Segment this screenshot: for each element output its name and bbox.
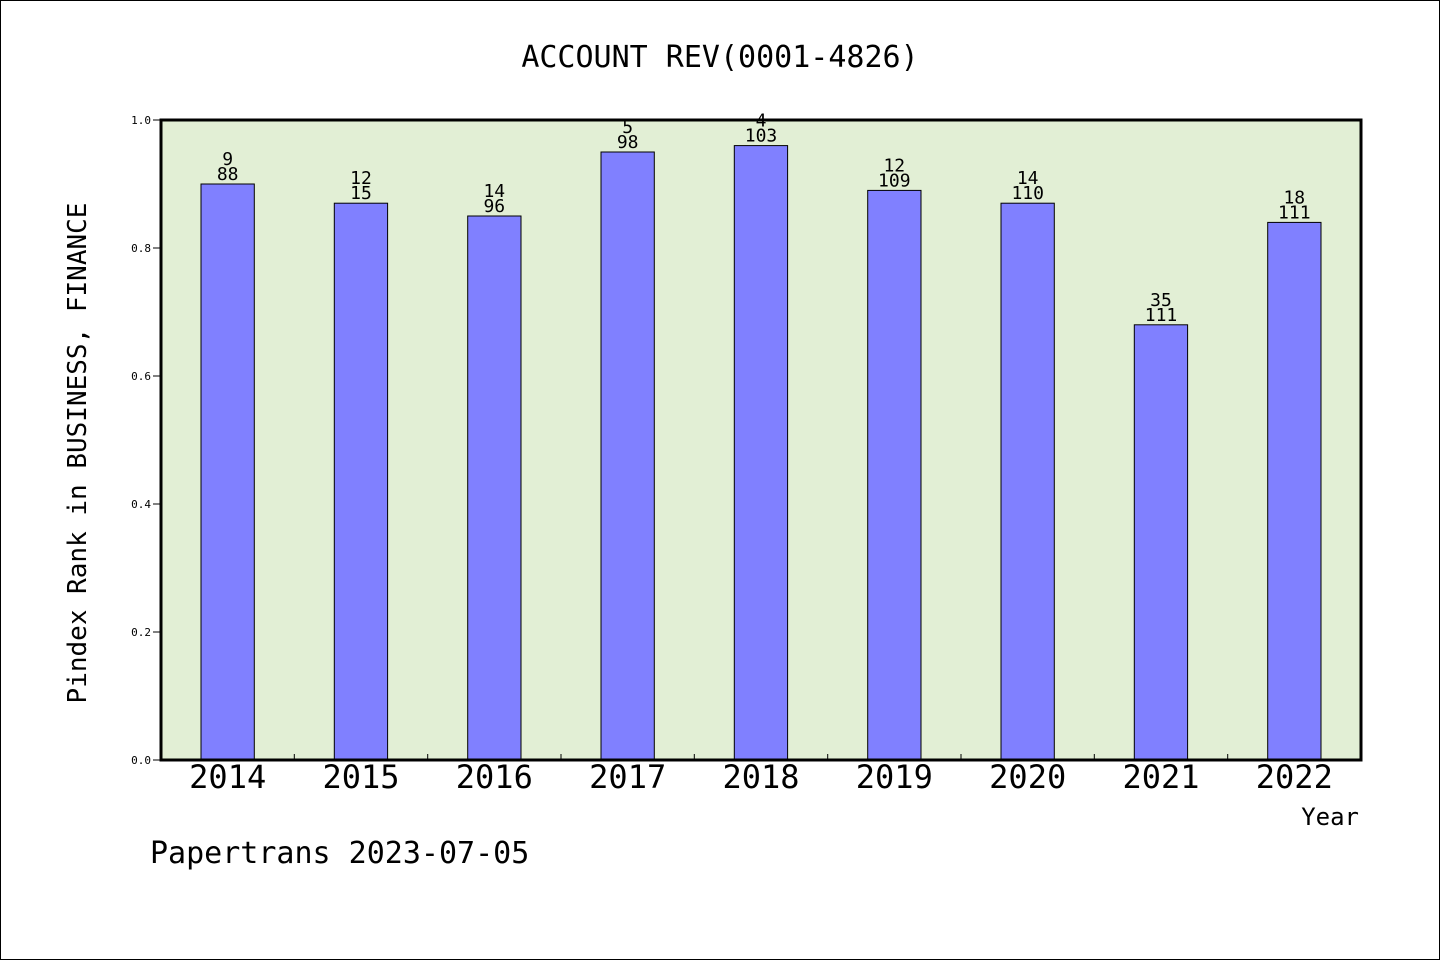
chart-title: ACCOUNT REV(0001-4826) xyxy=(521,40,918,75)
x-tick-label: 2016 xyxy=(456,758,533,796)
x-tick-label: 2017 xyxy=(589,758,666,796)
y-tick-label: 0.6 xyxy=(131,370,151,383)
bar-2017 xyxy=(600,151,655,761)
y-tick-label: 0.2 xyxy=(131,626,151,639)
rank-label: 12 xyxy=(350,168,372,189)
x-tick-label: 2020 xyxy=(989,758,1066,796)
rank-label: 9 xyxy=(222,149,233,170)
footer-credit: Papertrans 2023-07-05 xyxy=(150,836,529,871)
x-axis: 2014 2015 2016 2017 2018 2019 2020 2021 2022 xyxy=(189,754,1333,796)
total-label: 96 xyxy=(483,196,505,217)
x-axis-label: Year xyxy=(1301,803,1359,831)
total-label: 103 xyxy=(745,126,778,147)
total-label: 110 xyxy=(1011,183,1044,204)
total-label: 111 xyxy=(1145,305,1178,326)
total-label: 111 xyxy=(1278,202,1311,223)
bar-2014 xyxy=(200,183,255,761)
y-tick-label: 0.4 xyxy=(131,498,151,511)
rank-label: 14 xyxy=(483,181,505,202)
total-label: 15 xyxy=(350,183,372,204)
y-tick-label: 0.8 xyxy=(131,242,151,255)
y-tick-label: 0.0 xyxy=(131,754,151,767)
x-tick-label: 2021 xyxy=(1122,758,1199,796)
y-tick-label: 1.0 xyxy=(131,114,151,127)
x-tick-label: 2022 xyxy=(1256,758,1333,796)
bar-2016 xyxy=(467,215,522,761)
total-label: 88 xyxy=(217,164,239,185)
y-axis: 0.0 0.2 0.4 0.6 0.8 1.0 xyxy=(131,114,161,767)
total-label: 109 xyxy=(878,170,911,191)
total-label: 98 xyxy=(617,132,639,153)
rank-label: 5 xyxy=(622,117,633,138)
bar-2018 xyxy=(733,145,789,761)
rank-label: 18 xyxy=(1283,187,1305,208)
x-tick-label: 2015 xyxy=(322,758,399,796)
rank-label: 35 xyxy=(1150,290,1172,311)
bar-2020 xyxy=(1000,202,1055,761)
bar-2021 xyxy=(1133,324,1189,761)
bar-2019 xyxy=(867,189,922,761)
rank-label: 12 xyxy=(883,155,905,176)
bar-2022 xyxy=(1267,221,1322,761)
bar-2015 xyxy=(333,202,389,761)
x-tick-label: 2018 xyxy=(722,758,799,796)
x-tick-label: 2014 xyxy=(189,758,266,796)
y-axis-label: Pindex Rank in BUSINESS, FINANCE xyxy=(63,203,93,704)
x-tick-label: 2019 xyxy=(856,758,933,796)
rank-label: 14 xyxy=(1017,168,1039,189)
plot-border xyxy=(159,118,1363,762)
bars-group xyxy=(200,145,1322,761)
